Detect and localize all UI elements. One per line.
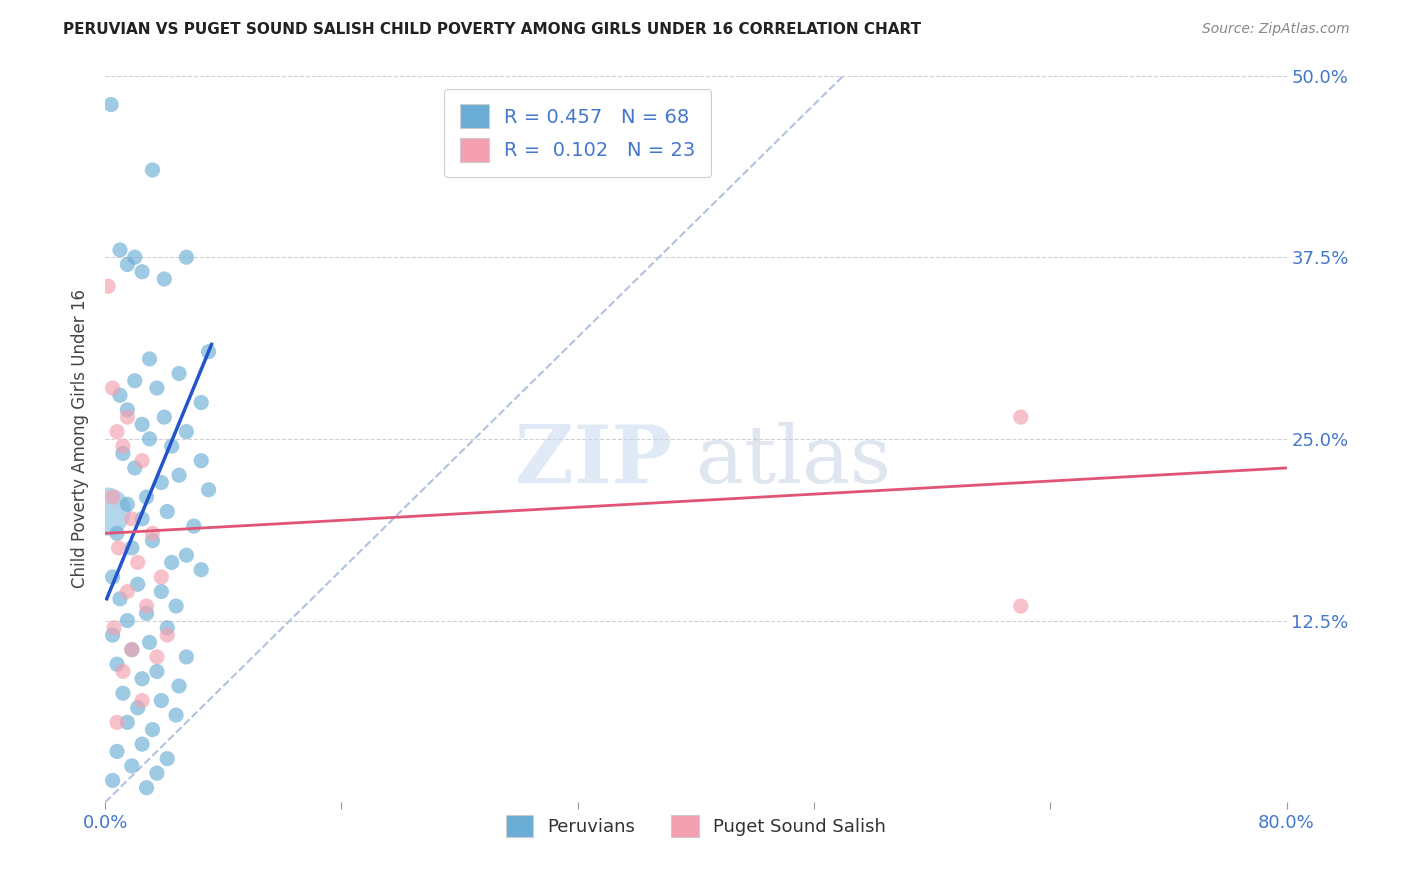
Point: [111, 446, 134, 460]
Point: [135, 599, 157, 613]
Point: [131, 265, 153, 279]
Point: [117, 402, 139, 417]
Point: [105, 657, 128, 672]
Point: [127, 577, 149, 591]
Point: [108, 388, 131, 402]
Text: PERUVIAN VS PUGET SOUND SALISH CHILD POVERTY AMONG GIRLS UNDER 16 CORRELATION CH: PERUVIAN VS PUGET SOUND SALISH CHILD POV…: [63, 22, 921, 37]
Point: [131, 512, 153, 526]
Point: [117, 614, 139, 628]
Point: [190, 395, 212, 409]
Point: [117, 584, 139, 599]
Point: [176, 250, 198, 264]
Point: [141, 533, 163, 548]
Point: [183, 519, 205, 533]
Point: [131, 672, 153, 686]
Point: [146, 766, 169, 780]
Point: [156, 628, 179, 642]
Point: [108, 591, 131, 606]
Point: [117, 497, 139, 511]
Point: [121, 642, 143, 657]
Point: [127, 700, 149, 714]
Legend: Peruvians, Puget Sound Salish: Peruvians, Puget Sound Salish: [499, 807, 893, 844]
Point: [190, 563, 212, 577]
Point: [105, 744, 128, 758]
Point: [160, 556, 183, 570]
Point: [176, 548, 198, 562]
Point: [101, 628, 124, 642]
Point: [141, 163, 163, 178]
Point: [117, 257, 139, 271]
Point: [124, 250, 146, 264]
Point: [117, 410, 139, 425]
Point: [150, 584, 173, 599]
Point: [156, 621, 179, 635]
Point: [150, 570, 173, 584]
Point: [160, 439, 183, 453]
Point: [176, 425, 198, 439]
Point: [146, 665, 169, 679]
Point: [131, 737, 153, 751]
Point: [131, 417, 153, 432]
Point: [153, 410, 176, 425]
Point: [165, 708, 187, 723]
Point: [138, 351, 160, 366]
Point: [167, 679, 190, 693]
Point: [111, 686, 134, 700]
Point: [156, 752, 179, 766]
Point: [138, 432, 160, 446]
Point: [135, 780, 157, 795]
Text: Source: ZipAtlas.com: Source: ZipAtlas.com: [1202, 22, 1350, 37]
Point: [167, 367, 190, 381]
Point: [101, 570, 124, 584]
Y-axis label: Child Poverty Among Girls Under 16: Child Poverty Among Girls Under 16: [72, 289, 89, 589]
Point: [124, 461, 146, 475]
Text: atlas: atlas: [696, 422, 891, 500]
Point: [107, 541, 129, 555]
Point: [97, 279, 120, 293]
Point: [105, 715, 128, 730]
Point: [103, 621, 125, 635]
Point: [190, 453, 212, 467]
Point: [131, 693, 153, 707]
Point: [1010, 599, 1032, 613]
Point: [156, 505, 179, 519]
Point: [121, 642, 143, 657]
Point: [197, 344, 219, 359]
Point: [105, 425, 128, 439]
Point: [124, 374, 146, 388]
Text: ZIP: ZIP: [515, 422, 672, 500]
Point: [150, 475, 173, 490]
Point: [131, 453, 153, 467]
Point: [1010, 410, 1032, 425]
Point: [101, 381, 124, 395]
Point: [135, 490, 157, 504]
Point: [100, 97, 122, 112]
Point: [117, 715, 139, 730]
Point: [146, 649, 169, 664]
Point: [167, 468, 190, 483]
Point: [121, 541, 143, 555]
Point: [108, 243, 131, 257]
Point: [138, 635, 160, 649]
Point: [121, 512, 143, 526]
Point: [146, 381, 169, 395]
Point: [153, 272, 176, 286]
Point: [141, 526, 163, 541]
Point: [101, 773, 124, 788]
Point: [105, 526, 128, 541]
Point: [197, 483, 219, 497]
Point: [165, 599, 187, 613]
Point: [150, 693, 173, 707]
Point: [127, 556, 149, 570]
Point: [96, 505, 118, 519]
Point: [135, 607, 157, 621]
Point: [176, 649, 198, 664]
Point: [111, 665, 134, 679]
Point: [111, 439, 134, 453]
Point: [101, 490, 124, 504]
Point: [121, 759, 143, 773]
Point: [141, 723, 163, 737]
